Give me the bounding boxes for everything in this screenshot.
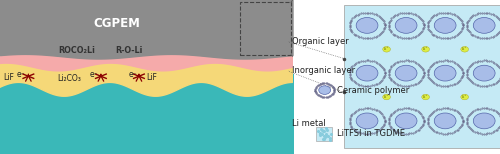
- Circle shape: [422, 47, 430, 52]
- Bar: [344, 5, 500, 148]
- Text: Li₂CO₃: Li₂CO₃: [57, 74, 81, 83]
- Circle shape: [461, 47, 468, 52]
- Circle shape: [356, 113, 378, 129]
- Text: LiF: LiF: [4, 73, 15, 81]
- Text: Li⁺: Li⁺: [384, 47, 389, 51]
- Circle shape: [395, 18, 417, 33]
- Circle shape: [434, 18, 456, 33]
- Circle shape: [395, 65, 417, 81]
- Text: Li⁺: Li⁺: [423, 47, 428, 51]
- Circle shape: [318, 86, 330, 94]
- Text: Li⁺: Li⁺: [462, 47, 468, 51]
- Text: Li⁺: Li⁺: [462, 95, 468, 99]
- Bar: [316, 127, 332, 141]
- Bar: [240, 2, 291, 55]
- Text: Li⁺: Li⁺: [384, 95, 389, 99]
- Polygon shape: [0, 54, 292, 71]
- Text: ROCO₂Li: ROCO₂Li: [58, 46, 96, 55]
- Text: e⁻: e⁻: [16, 70, 26, 79]
- Text: CGPEM: CGPEM: [94, 17, 140, 30]
- Text: e⁻: e⁻: [90, 70, 98, 79]
- Text: R-O-Li: R-O-Li: [115, 46, 142, 55]
- Circle shape: [356, 65, 378, 81]
- Circle shape: [422, 94, 430, 100]
- Circle shape: [461, 94, 468, 100]
- Text: LiF: LiF: [146, 73, 157, 81]
- Circle shape: [356, 18, 378, 33]
- Polygon shape: [0, 63, 292, 96]
- Text: Ceramic polymer: Ceramic polymer: [338, 86, 409, 95]
- Text: Inorganic layer: Inorganic layer: [292, 66, 355, 75]
- Circle shape: [474, 113, 495, 129]
- Circle shape: [382, 94, 390, 100]
- Circle shape: [395, 113, 417, 129]
- Circle shape: [434, 113, 456, 129]
- Text: e⁻: e⁻: [128, 70, 138, 79]
- Circle shape: [474, 65, 495, 81]
- Circle shape: [434, 65, 456, 81]
- Text: Organic layer: Organic layer: [292, 37, 348, 46]
- Text: LiTFSI in TGDME: LiTFSI in TGDME: [338, 130, 406, 138]
- Text: Li⁺: Li⁺: [423, 95, 428, 99]
- Text: Li metal: Li metal: [292, 119, 326, 128]
- Circle shape: [474, 18, 495, 33]
- Circle shape: [382, 47, 390, 52]
